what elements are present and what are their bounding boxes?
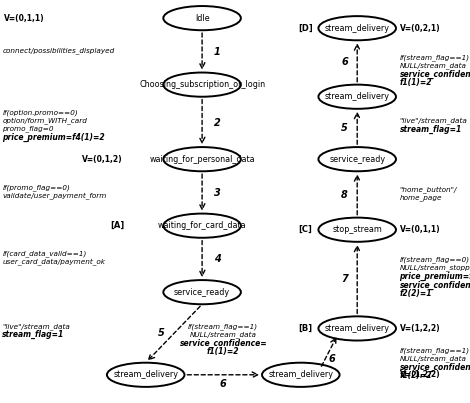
Text: service_confidence=: service_confidence= (180, 339, 267, 348)
Text: option/form_WITH_card: option/form_WITH_card (2, 117, 87, 125)
Text: f1(2)=2: f1(2)=2 (400, 371, 432, 380)
Text: 6: 6 (341, 58, 348, 67)
Text: 5: 5 (157, 328, 164, 338)
Text: NULL/stream_data: NULL/stream_data (400, 62, 467, 69)
Text: 5: 5 (341, 123, 348, 133)
Text: price_premium=f5(2)=1: price_premium=f5(2)=1 (400, 272, 470, 281)
Text: "home_button"/: "home_button"/ (400, 186, 457, 193)
Text: V=(0,1,2): V=(0,1,2) (82, 155, 122, 164)
Ellipse shape (164, 73, 241, 97)
Text: stream_delivery: stream_delivery (325, 92, 390, 101)
Ellipse shape (107, 363, 185, 387)
Text: user_card_data/payment_ok: user_card_data/payment_ok (2, 258, 105, 266)
Text: validate/user_payment_form: validate/user_payment_form (2, 192, 107, 199)
Text: V=(0,1,1): V=(0,1,1) (400, 225, 440, 234)
Ellipse shape (164, 280, 241, 304)
Text: waiting_for_personal_data: waiting_for_personal_data (149, 155, 255, 164)
Text: V=(0,1,1): V=(0,1,1) (4, 14, 45, 23)
Text: [D]: [D] (298, 24, 313, 33)
Text: 4: 4 (214, 254, 220, 264)
Text: Idle: Idle (195, 14, 210, 23)
Text: NULL/stream_stopped: NULL/stream_stopped (400, 264, 470, 272)
Ellipse shape (319, 218, 396, 242)
Text: 6: 6 (329, 355, 336, 364)
Text: "live"/stream_data: "live"/stream_data (2, 323, 70, 330)
Text: f2(2)=1: f2(2)=1 (400, 289, 432, 298)
Text: service_ready: service_ready (174, 288, 230, 297)
Text: V=(1,2,2): V=(1,2,2) (400, 324, 440, 333)
Text: service_confidence=: service_confidence= (400, 70, 470, 79)
Text: "live"/stream_data: "live"/stream_data (400, 117, 467, 125)
Ellipse shape (319, 316, 396, 341)
Text: if(card_data_valid==1): if(card_data_valid==1) (2, 250, 87, 258)
Ellipse shape (262, 363, 339, 387)
Ellipse shape (319, 147, 396, 171)
Ellipse shape (164, 214, 241, 238)
Text: [A]: [A] (110, 221, 125, 230)
Text: service_confidence=: service_confidence= (400, 281, 470, 290)
Ellipse shape (319, 85, 396, 109)
Ellipse shape (164, 147, 241, 171)
Text: waiting_for_card_data: waiting_for_card_data (158, 221, 246, 230)
Text: if(stream_flag==1): if(stream_flag==1) (400, 347, 470, 354)
Text: service_ready: service_ready (329, 155, 385, 164)
Text: stream_delivery: stream_delivery (325, 24, 390, 33)
Text: [B]: [B] (298, 324, 313, 333)
Text: 3: 3 (214, 189, 220, 198)
Text: 7: 7 (341, 274, 348, 284)
Text: 2: 2 (214, 118, 220, 128)
Text: stream_delivery: stream_delivery (325, 324, 390, 333)
Text: service_confidence=: service_confidence= (400, 363, 470, 372)
Text: connect/possibilities_displayed: connect/possibilities_displayed (2, 47, 115, 54)
Text: NULL/stream_data: NULL/stream_data (190, 331, 257, 338)
Text: stream_delivery: stream_delivery (268, 370, 333, 379)
Text: V=(1,2,2): V=(1,2,2) (400, 370, 440, 379)
Text: f1(1)=2: f1(1)=2 (207, 347, 240, 356)
Text: stream_flag=1: stream_flag=1 (2, 330, 64, 339)
Text: price_premium=f4(1)=2: price_premium=f4(1)=2 (2, 133, 105, 142)
Text: if(stream_flag==1): if(stream_flag==1) (188, 323, 258, 330)
Text: stop_stream: stop_stream (332, 225, 382, 234)
Ellipse shape (319, 16, 396, 40)
Text: if(stream_flag==1): if(stream_flag==1) (400, 54, 470, 61)
Text: if(option.promo==0): if(option.promo==0) (2, 110, 78, 116)
Text: promo_flag=0: promo_flag=0 (2, 126, 54, 132)
Text: Choosing_subscription_or_login: Choosing_subscription_or_login (139, 80, 265, 89)
Text: [C]: [C] (298, 225, 313, 234)
Ellipse shape (164, 6, 241, 30)
Text: 6: 6 (220, 379, 227, 388)
Text: stream_flag=1: stream_flag=1 (400, 125, 462, 133)
Text: NULL/stream_data: NULL/stream_data (400, 355, 467, 362)
Text: if(promo_flag==0): if(promo_flag==0) (2, 184, 70, 191)
Text: stream_delivery: stream_delivery (113, 370, 178, 379)
Text: f1(1)=2: f1(1)=2 (400, 78, 432, 87)
Text: 8: 8 (341, 190, 348, 199)
Text: if(stream_flag==0): if(stream_flag==0) (400, 256, 470, 264)
Text: 1: 1 (214, 47, 220, 56)
Text: V=(0,2,1): V=(0,2,1) (400, 24, 440, 33)
Text: home_page: home_page (400, 194, 442, 201)
